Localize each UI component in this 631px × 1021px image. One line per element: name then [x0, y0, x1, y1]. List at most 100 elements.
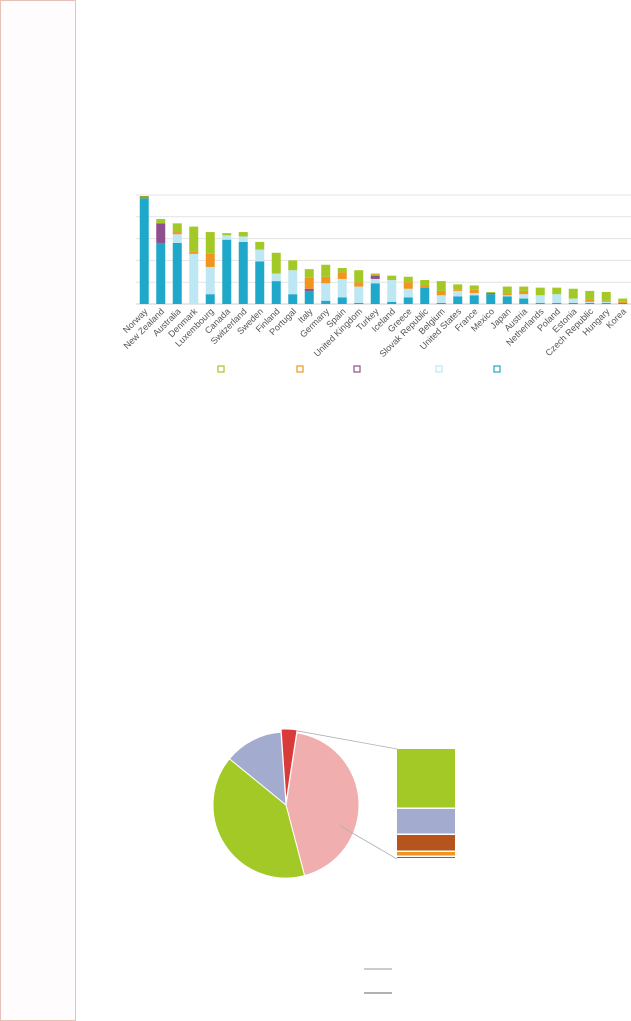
pie-slice [280, 728, 298, 803]
bar-segment-4 [189, 251, 199, 254]
bar-segment-3 [370, 275, 380, 279]
pie-slice [285, 732, 360, 877]
bar-segment-6 [139, 196, 149, 199]
pie-slice [212, 758, 306, 879]
bar-segment-5 [271, 252, 281, 274]
bar-segment-5 [255, 241, 265, 250]
bar-segment-4 [502, 293, 512, 296]
bar-segment-2 [288, 270, 298, 295]
page-side-margin [0, 0, 76, 1021]
bar-segment-1 [354, 302, 364, 304]
bar-segment-2 [321, 283, 331, 301]
bar-segment-1 [156, 242, 166, 304]
bar-segment-5 [486, 292, 496, 294]
bar-segment-2 [552, 294, 562, 303]
bar-segment-2 [238, 236, 248, 242]
bar-segment-2 [255, 249, 265, 262]
bar-segment-2 [354, 286, 364, 303]
bar-segment-5 [189, 226, 199, 252]
bar-segment-4 [205, 253, 215, 267]
bar-segment-5 [222, 233, 232, 236]
bar-segment-5 [238, 232, 248, 237]
legend-swatch [435, 365, 443, 373]
breakdown-segment [397, 749, 455, 808]
bar-segment-1 [519, 298, 529, 304]
bar-segment-5 [370, 273, 380, 275]
bar-segment-4 [618, 301, 628, 303]
bar-segment-5 [519, 286, 529, 291]
leader-line [339, 825, 398, 860]
pie-slices [212, 728, 360, 879]
breakdown-segment [397, 809, 455, 834]
bar-segment-4 [370, 274, 380, 276]
bar-segment-1 [601, 302, 611, 304]
bar-segment-4 [304, 277, 314, 289]
bar-segment-2 [403, 288, 413, 298]
bar-segment-2 [453, 290, 463, 297]
bar-segment-1 [172, 242, 182, 304]
bar-segment-5 [535, 287, 545, 296]
bar-segment-5 [469, 285, 479, 290]
bar-chart-gridlines [136, 194, 631, 305]
breakdown-segment [397, 835, 455, 851]
bar-segment-3 [156, 223, 166, 243]
bar-segment-1 [139, 198, 149, 304]
legend-swatch [353, 365, 361, 373]
bar-segment-1 [271, 281, 281, 304]
legend-swatch [217, 365, 225, 373]
bar-segment-5 [321, 264, 331, 277]
bar-segment-1 [535, 302, 545, 304]
bar-segment-4 [436, 290, 446, 296]
bar-segment-2 [502, 295, 512, 297]
bar-segment-5 [420, 280, 430, 286]
bar-segment-5 [403, 276, 413, 283]
bar-segment-1 [585, 302, 595, 304]
bar-segment-2 [519, 294, 529, 299]
bar-segment-1 [337, 297, 347, 304]
bar-segment-5 [288, 260, 298, 271]
bar-segment-5 [304, 269, 314, 278]
bar-segment-2 [585, 301, 595, 303]
bar-segment-1 [370, 283, 380, 304]
bar-segment-2 [189, 253, 199, 304]
bar-segment-4 [354, 282, 364, 287]
bar-segment-5 [618, 298, 628, 302]
pie-breakdown-bar [397, 749, 455, 858]
bar-segment-4 [453, 289, 463, 291]
legend-swatch [296, 365, 304, 373]
bar-segment-5 [436, 281, 446, 291]
bar-segment-2 [370, 278, 380, 284]
leader-line [296, 730, 398, 750]
bar-segment-5 [156, 218, 166, 224]
bar-segment-1 [453, 296, 463, 304]
bar-chart-bars [139, 196, 628, 304]
bar-segment-1 [618, 302, 628, 304]
bar-segment-1 [387, 301, 397, 304]
bar-segment-4 [601, 300, 611, 302]
bar-segment-2 [601, 301, 611, 303]
bar-segment-3 [486, 293, 496, 295]
bar-segment-2 [387, 280, 397, 302]
bar-segment-4 [172, 232, 182, 235]
bar-segment-2 [568, 298, 578, 303]
bar-segment-2 [436, 295, 446, 303]
bar-segment-5 [585, 290, 595, 300]
bar-segment-2 [535, 295, 545, 303]
bar-segment-5 [387, 275, 397, 281]
bar-segment-4 [403, 282, 413, 289]
bar-segment-5 [568, 288, 578, 299]
bar-segment-4 [321, 276, 331, 284]
bar-segment-4 [585, 299, 595, 302]
bar-segment-1 [486, 294, 496, 304]
bar-segment-4 [519, 290, 529, 295]
bar-segment-2 [222, 235, 232, 240]
bar-segment-1 [436, 302, 446, 304]
bar-segment-2 [337, 278, 347, 298]
bar-segment-1 [502, 296, 512, 304]
bar-segment-5 [205, 232, 215, 254]
bar-segment-1 [288, 294, 298, 304]
bar-segment-2 [205, 266, 215, 295]
bar-segment-1 [469, 295, 479, 304]
